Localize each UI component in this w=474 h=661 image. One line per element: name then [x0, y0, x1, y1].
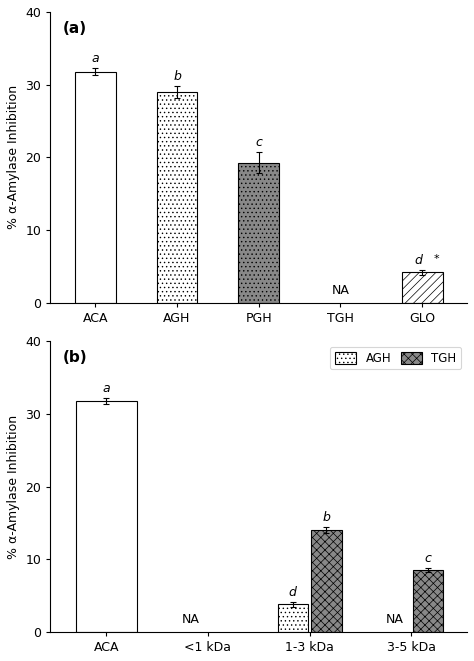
Bar [401, 272, 443, 303]
Bar [278, 604, 308, 632]
Text: NA: NA [182, 613, 200, 626]
Text: a: a [102, 382, 110, 395]
Text: (a): (a) [63, 20, 87, 36]
Text: c: c [255, 136, 262, 149]
Text: NA: NA [385, 613, 403, 626]
Text: b: b [322, 512, 330, 524]
Text: d: d [289, 586, 297, 600]
Text: *: * [434, 254, 440, 264]
Text: a: a [91, 52, 99, 65]
Text: d: d [414, 254, 422, 267]
Text: c: c [425, 552, 431, 565]
Y-axis label: % α-Amylase Inhibition: % α-Amylase Inhibition [7, 414, 20, 559]
Bar [156, 92, 198, 303]
Bar [413, 570, 443, 632]
Text: (b): (b) [63, 350, 88, 365]
Bar [75, 71, 116, 303]
Text: b: b [173, 70, 181, 83]
Y-axis label: % α-Amylase Inhibition: % α-Amylase Inhibition [7, 85, 20, 229]
Bar [76, 401, 137, 632]
Bar [238, 163, 279, 303]
Text: NA: NA [331, 284, 349, 297]
Legend: AGH, TGH: AGH, TGH [330, 347, 461, 369]
Bar [311, 530, 342, 632]
